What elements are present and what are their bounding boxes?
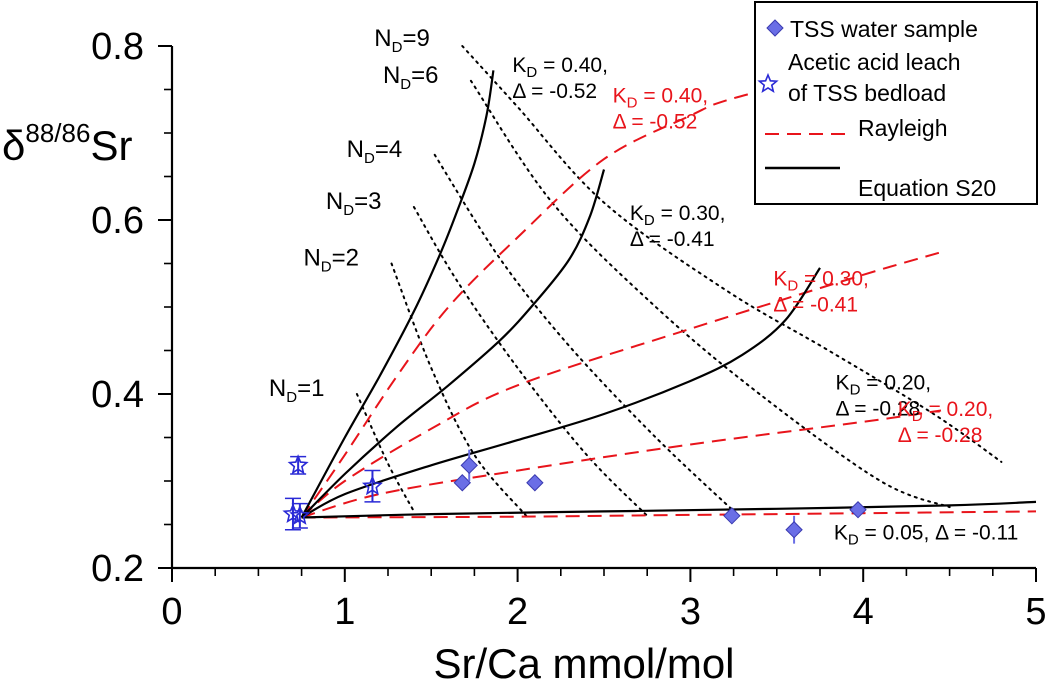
y-tick-label: 0.8 [91,26,144,68]
nd-curve-0 [355,393,415,513]
kd-annotation-black-1: KD = 0.30, Δ = -0.41 [630,202,726,251]
x-tick-label: 0 [161,591,182,633]
legend: TSS water sample Acetic acid leach of TSS … [754,1,1038,205]
y-tick-label: 0.2 [91,548,144,590]
acetic-leach-point [361,475,383,496]
nd-curve-3 [433,153,740,517]
annotations: KD = 0.40, Δ = -0.52 KD = 0.30, Δ = -0.41 KD… [512,54,1018,548]
legend-box [754,1,1038,205]
tss-water-sample-point [785,521,803,539]
x-tick-label: 5 [1025,591,1046,633]
tss-water-sample-point [453,474,472,492]
x-tick-label: 3 [680,591,701,633]
nd-label-1: ND=2 [303,245,359,276]
kd-annotation-red-1: KD = 0.30, Δ = -0.41 [773,267,869,316]
kd-annotation-black-0: KD = 0.40, Δ = -0.52 [512,54,608,103]
y-tick-label: 0.6 [91,200,144,242]
nd-label-5: ND=9 [374,25,430,56]
nd-label-2: ND=3 [326,188,382,219]
curves: ND=1 ND=2 ND=3 ND=4 ND=6 ND=9 [269,25,1037,519]
x-tick-label: 2 [507,591,528,633]
rayleigh-curve-1 [300,251,942,519]
tss-water-sample-point [526,474,544,492]
nd-curve-1 [390,262,528,517]
equation-curve-3 [301,500,1037,519]
equation-curve-2 [301,267,821,519]
y-axis-title: δ88/86Sr [2,118,132,169]
legend-label-tss: TSS water sample [790,16,978,42]
equation-curve-1 [300,169,606,519]
nd-label-3: ND=4 [347,136,403,167]
kd-annotation-black-2: KD = 0.20, Δ = -0.28 [836,372,932,421]
axes: 0 1 2 3 4 5 0.2 0.4 0.6 0.8 Sr/Ca mmol/mol δ88/86Sr [2,26,1047,686]
x-tick-label: 4 [853,591,874,633]
legend-diamond-icon [766,19,784,37]
legend-star-icon [757,72,779,94]
tss-water-sample-point [723,507,741,525]
legend-label-rayleigh: Rayleigh [858,115,948,141]
nd-curve-5 [461,45,1003,463]
nd-label-0: ND=1 [269,375,325,406]
tss-water-sample-point [460,456,478,475]
tss-water-sample-point [849,501,867,519]
kd-annotation-red-2: KD = 0.20, Δ = -0.28 [898,398,994,447]
kd-annotation-red-0: KD = 0.40, Δ = -0.52 [613,85,709,134]
acetic-leach-point [287,454,309,475]
legend-label-leach: Acetic acid leach of TSS bedload [788,49,961,106]
x-axis-title: Sr/Ca mmol/mol [433,640,734,686]
nd-curve-2 [412,206,649,517]
nd-label-4: ND=6 [383,62,439,93]
kd-annotation-black-3: KD = 0.05, Δ = -0.11 [834,521,1018,548]
x-tick-label: 1 [334,591,355,633]
rayleigh-curve-2 [301,409,942,519]
rayleigh-curve-0 [300,81,795,519]
nd-curve-4 [469,79,951,509]
acetic-leach-point [289,504,311,525]
rayleigh-curve-3 [301,510,1037,519]
legend-label-equation: Equation S20 [858,175,996,201]
y-tick-label: 0.4 [91,374,144,416]
data-points [282,449,867,544]
equation-curve-0 [300,70,495,519]
